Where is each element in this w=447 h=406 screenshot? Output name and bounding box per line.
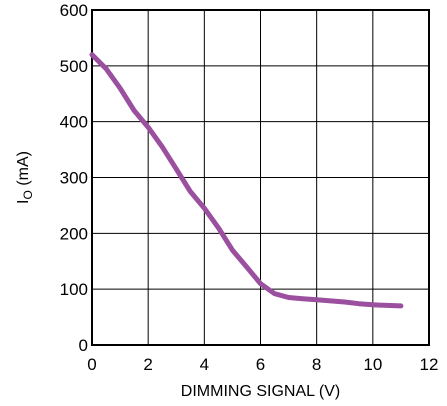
x-tick-label: 6 — [256, 355, 265, 374]
x-tick-label: 0 — [87, 355, 96, 374]
y-axis-label: IO (mA) — [15, 151, 35, 204]
x-tick-label: 8 — [312, 355, 321, 374]
y-axis-label-main: I — [15, 200, 32, 204]
series-line — [89, 52, 404, 309]
grid-lines — [91, 9, 430, 346]
y-tick-label: 0 — [79, 336, 88, 355]
y-tick-label: 600 — [60, 1, 88, 20]
y-tick-label: 200 — [60, 224, 88, 243]
y-tick-label: 400 — [60, 113, 88, 132]
y-tick-label: 100 — [60, 280, 88, 299]
x-tick-label: 12 — [420, 355, 439, 374]
y-tick-label: 300 — [60, 169, 88, 188]
y-axis-label-unit: (mA) — [15, 151, 32, 190]
y-tick-label: 500 — [60, 57, 88, 76]
x-axis-label: DIMMING SIGNAL (V) — [181, 383, 340, 400]
plot-frame — [91, 9, 430, 346]
x-tick-label: 10 — [363, 355, 382, 374]
x-tick-label: 4 — [200, 355, 209, 374]
y-tick-labels: 0 100 200 300 400 500 600 — [60, 1, 88, 355]
x-tick-label: 2 — [143, 355, 152, 374]
x-tick-labels: 0 2 4 6 8 10 12 — [87, 355, 438, 374]
y-axis-label-subscript: O — [21, 190, 35, 199]
